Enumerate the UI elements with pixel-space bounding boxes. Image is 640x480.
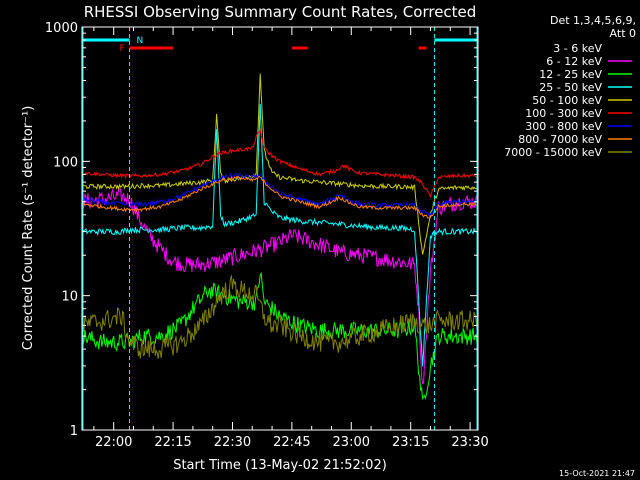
legend-entry-label: 800 - 7000 keV xyxy=(518,133,602,146)
series-line-9 xyxy=(81,274,479,359)
x-tick-label: 23:00 xyxy=(333,435,370,450)
series-line-4 xyxy=(81,104,479,367)
y-tick-label: 10 xyxy=(61,290,78,305)
series-line-8 xyxy=(81,175,479,219)
y-tick-label: 1000 xyxy=(45,21,78,36)
series-line-5 xyxy=(81,73,479,255)
y-tick-label: 100 xyxy=(53,155,78,170)
legend-entry-label: 6 - 12 keV xyxy=(546,55,602,68)
timestamp: 15-Oct-2021 21:47 xyxy=(559,469,635,478)
series-line-6 xyxy=(81,128,479,198)
flare-flag-label: F xyxy=(120,44,125,54)
plot-area: NF xyxy=(81,27,479,430)
legend-entry-label: 7000 - 15000 keV xyxy=(504,146,602,159)
legend-header: Det 1,3,4,5,6,9, xyxy=(550,14,636,27)
legend-entry-label: 25 - 50 keV xyxy=(539,81,602,94)
legend-entry-label: 300 - 800 keV xyxy=(525,120,602,133)
x-tick-label: 23:15 xyxy=(392,435,429,450)
x-axis-label: Start Time (13-May-02 21:52:02) xyxy=(173,458,387,473)
x-tick-label: 22:30 xyxy=(214,435,251,450)
x-tick-label: 22:15 xyxy=(154,435,191,450)
plot-frame xyxy=(81,26,479,431)
chart-title: RHESSI Observing Summary Count Rates, Co… xyxy=(84,3,477,21)
legend-header: Att 0 xyxy=(610,27,636,40)
axes: 1 10 100 1000 22:00 22:15 22:30 22:45 23:00 23:15… xyxy=(45,21,489,450)
y-axis-label: Corrected Count Rate (s⁻¹ detector⁻¹) xyxy=(21,106,36,351)
legend-entry-label: 50 - 100 keV xyxy=(532,94,602,107)
x-tick-label: 22:45 xyxy=(273,435,310,450)
x-tick-label: 22:00 xyxy=(95,435,132,450)
series-line-7 xyxy=(81,172,479,217)
legend-entry-label: 12 - 25 keV xyxy=(539,68,602,81)
x-tick-label: 23:30 xyxy=(451,435,488,450)
legend-entry-label: 100 - 300 keV xyxy=(525,107,602,120)
night-flag-label: N xyxy=(137,36,144,46)
y-tick-label: 1 xyxy=(70,424,78,439)
legend-entry-label: 3 - 6 keV xyxy=(553,42,602,55)
